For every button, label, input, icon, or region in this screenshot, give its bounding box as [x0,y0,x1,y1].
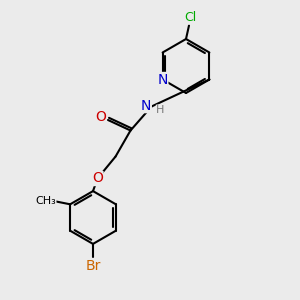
Text: Cl: Cl [184,11,196,24]
Text: O: O [95,110,106,124]
Text: CH₃: CH₃ [35,196,56,206]
Text: N: N [141,99,151,112]
Text: O: O [92,172,103,185]
Text: Br: Br [85,259,101,273]
Text: N: N [158,73,168,86]
Text: H: H [156,105,165,115]
